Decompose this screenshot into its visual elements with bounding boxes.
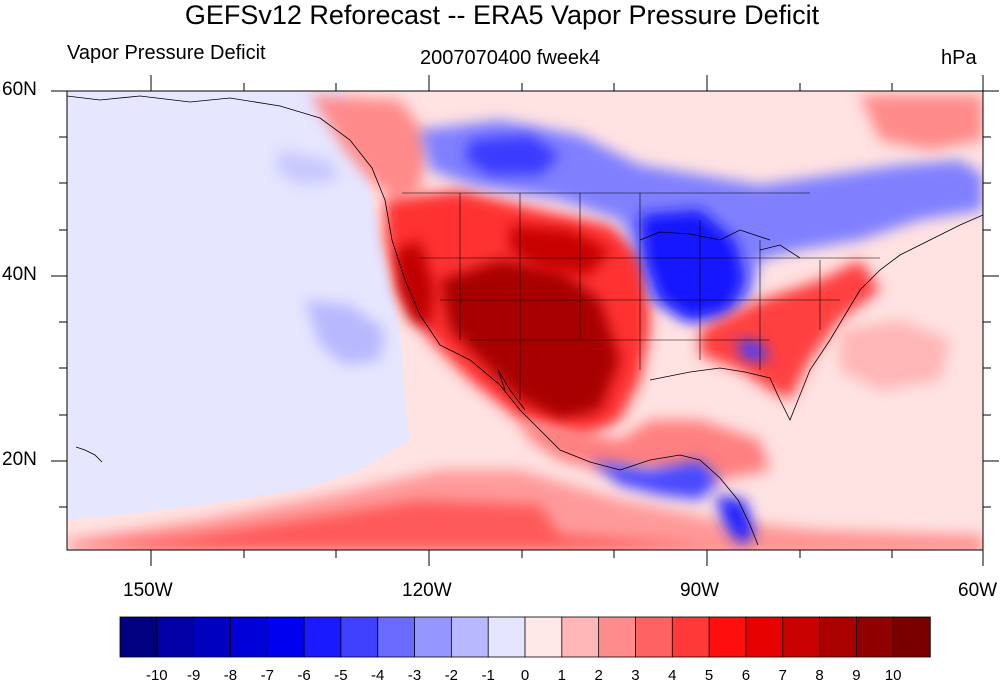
colorbar-label: -5 — [334, 667, 347, 684]
date-label: 2007070400 fweek4 — [420, 47, 601, 69]
pacific-neg-patch2 — [275, 150, 340, 185]
lat-label-60n: 60N — [2, 79, 37, 100]
colorbar-label: -1 — [482, 667, 495, 684]
map-frame — [66, 90, 984, 551]
colorbar-swatch — [193, 616, 232, 658]
lat-label-20n: 20N — [2, 449, 37, 470]
units-label: hPa — [941, 47, 977, 69]
colorbar-swatch — [745, 616, 784, 658]
east-us-pos — [700, 260, 880, 400]
colorbar-label: -2 — [445, 667, 458, 684]
nw-coast-pos — [310, 95, 430, 200]
mexico-pos — [520, 420, 770, 480]
colorbar-swatch — [119, 616, 158, 658]
colorbar-label: 9 — [852, 667, 860, 684]
colorbar-label: 3 — [631, 667, 639, 684]
variable-label: Vapor Pressure Deficit — [67, 42, 266, 64]
coastlines — [67, 95, 983, 546]
lon-label-150w: 150W — [123, 580, 173, 601]
vpd-field — [67, 91, 983, 550]
colorbar-label: 4 — [668, 667, 676, 684]
colorbar-swatch — [450, 616, 489, 658]
colorbar-label: -4 — [371, 667, 384, 684]
lon-label-90w: 90W — [680, 580, 720, 601]
colorbar-swatch — [598, 616, 637, 658]
colorbar-swatch — [414, 616, 453, 658]
colorbar-swatch — [892, 616, 931, 658]
colorbar-swatch — [487, 616, 526, 658]
tropic-pos-band — [67, 500, 983, 550]
tick-marks — [51, 75, 999, 566]
map-title: GEFSv12 Reforecast -- ERA5 Vapor Pressur… — [184, 0, 820, 30]
colorbar-label: 0 — [521, 667, 529, 684]
colorbar-label: 1 — [558, 667, 566, 684]
colorbar-swatch — [340, 616, 379, 658]
s-mexico-neg — [590, 460, 720, 500]
atlantic-pos — [860, 95, 983, 150]
colorbar-label: 6 — [742, 667, 750, 684]
colorbar-swatch — [635, 616, 673, 658]
colorbar-swatch — [855, 616, 894, 658]
colorbar-swatch — [671, 616, 710, 658]
colorbar-label: -9 — [187, 667, 200, 684]
colorbar-label: 10 — [885, 667, 902, 684]
colorbar-swatch — [303, 616, 342, 658]
lat-label-40n: 40N — [2, 264, 37, 285]
colorbar-swatch — [156, 616, 195, 658]
great-basin-core — [510, 225, 610, 275]
lon-label-120w: 120W — [402, 580, 452, 601]
canada-neg-core — [465, 135, 560, 175]
colorbar-label: -7 — [261, 667, 274, 684]
colorbar-label: 2 — [594, 667, 602, 684]
lon-label-60w: 60W — [958, 580, 998, 601]
colorbar-swatch — [230, 616, 268, 658]
colorbar-label: -8 — [224, 667, 237, 684]
state-borders — [402, 192, 880, 400]
colorbar-swatch — [708, 616, 747, 658]
colorbar-label: -6 — [297, 667, 310, 684]
central-america-neg — [715, 495, 755, 545]
se-us-neg — [735, 340, 770, 360]
midwest-neg-core — [640, 210, 745, 320]
colorbar: -10 -9 -8 -7 -6 -5 -4 -3 -2 -1 0 1 2 3 4 5 6 7 8 9 10 — [119, 616, 931, 684]
colorbar-swatch — [819, 616, 858, 658]
california-core — [395, 240, 435, 330]
colorbar-swatch — [782, 616, 821, 658]
pacific-negative-region — [67, 91, 410, 520]
colorbar-swatch — [377, 616, 416, 658]
atlantic-pos2 — [840, 320, 950, 390]
colorbar-label: 5 — [705, 667, 713, 684]
colorbar-swatch — [524, 616, 563, 658]
colorbar-label: -10 — [146, 667, 168, 684]
colorbar-label: 8 — [815, 667, 823, 684]
colorbar-label: 7 — [779, 667, 787, 684]
pacific-neg-patch — [305, 300, 385, 365]
colorbar-swatch — [266, 616, 305, 658]
colorbar-label: -3 — [408, 667, 421, 684]
colorbar-swatch — [561, 616, 600, 658]
